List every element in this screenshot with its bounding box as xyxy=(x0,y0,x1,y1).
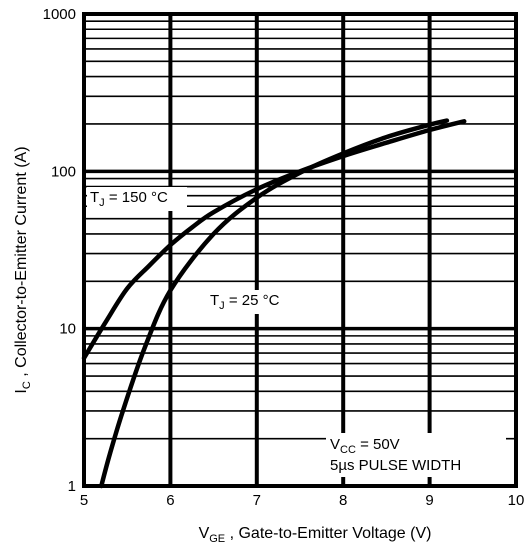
grid xyxy=(84,14,516,486)
x-axis-label-rest: , Gate-to-Emitter Voltage (V) xyxy=(225,525,431,542)
x-axis-label: VGE , Gate-to-Emitter Voltage (V) xyxy=(199,525,432,545)
x-tick-label: 10 xyxy=(508,492,525,509)
series-25c-label-main: T xyxy=(210,292,219,309)
series-150c-line xyxy=(81,119,467,361)
series-150c-label-sub: J xyxy=(99,197,105,209)
y-tick-label: 10 xyxy=(59,321,76,338)
x-tick-label: 8 xyxy=(339,492,347,509)
series-25c-label-sub: J xyxy=(219,300,225,312)
series-group xyxy=(81,118,467,489)
conditions-note-background xyxy=(326,433,506,477)
series-25c-label-rest: = 25 °C xyxy=(225,292,280,309)
x-axis-label-sub: GE xyxy=(209,533,225,545)
series-150c-label: TJ = 150 °C xyxy=(90,189,168,209)
series-25c-label-background xyxy=(207,290,295,314)
x-tick-label: 5 xyxy=(80,492,88,509)
series-150c-label-rest: = 150 °C xyxy=(105,189,168,206)
y-tick-label: 1 xyxy=(68,478,76,495)
series-150c-label-background xyxy=(87,187,187,211)
tick-labels: 5 6 7 8 9 10 1 10 100 1000 xyxy=(43,6,525,509)
y-axis-label-main: I xyxy=(13,389,30,393)
y-axis-label-rest: , Collector-to-Emitter Current (A) xyxy=(13,146,30,381)
x-tick-label: 7 xyxy=(253,492,261,509)
conditions-note-line1: VCC = 50V xyxy=(330,436,400,456)
x-tick-label: 9 xyxy=(425,492,433,509)
y-axis-label-sub: C xyxy=(21,381,33,389)
x-tick-label: 6 xyxy=(166,492,174,509)
series-25c-label: TJ = 25 °C xyxy=(210,292,280,312)
y-tick-label: 1000 xyxy=(43,6,76,23)
y-tick-label: 100 xyxy=(51,163,76,180)
series-25c-line xyxy=(99,118,450,489)
conditions-note-line1-sub: CC xyxy=(340,444,356,456)
conditions-note-line1-rest: = 50V xyxy=(356,436,400,453)
conditions-note-line1-main: V xyxy=(330,436,340,453)
y-axis-label: IC , Collector-to-Emitter Current (A) xyxy=(13,146,33,393)
x-axis-label-main: V xyxy=(199,525,210,542)
series-150c-label-main: T xyxy=(90,189,99,206)
plot-frame xyxy=(82,12,518,488)
conditions-note-line2: 5µs PULSE WIDTH xyxy=(330,457,461,474)
